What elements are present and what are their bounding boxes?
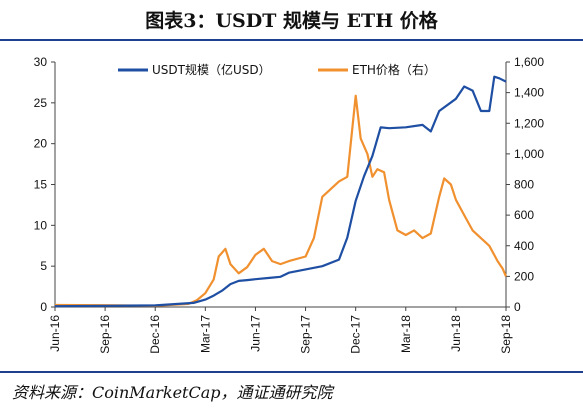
source-note: 资料来源：CoinMarketCap，通证通研究院 — [12, 383, 333, 402]
y-left-tick-label: 20 — [34, 137, 48, 151]
title-rule-top — [0, 39, 583, 41]
x-tick-label: Jun-18 — [449, 315, 463, 352]
y-right-tick-label: 200 — [514, 269, 534, 283]
eth-price-line — [54, 94, 508, 307]
y-right-tick-label: 600 — [514, 208, 534, 222]
y-left-tick-label: 5 — [40, 259, 47, 273]
x-tick-label: Sep-16 — [98, 315, 112, 354]
y-left-tick-label: 30 — [34, 55, 48, 69]
y-right-tick-label: 400 — [514, 239, 534, 253]
y-left-tick-label: 25 — [34, 96, 48, 110]
y-right-tick-label: 1,600 — [514, 55, 544, 69]
y-left-tick-label: 15 — [34, 178, 48, 192]
y-right-tick-label: 0 — [514, 300, 521, 314]
y-right-tick-label: 1,400 — [514, 86, 544, 100]
y-left-tick-label: 0 — [40, 300, 47, 314]
legend-usdt-label: USDT规模（亿USD） — [152, 62, 271, 77]
x-tick-label: Jun-16 — [48, 315, 62, 352]
chart-title: 图表3：USDT 规模与 ETH 价格 — [145, 10, 438, 32]
x-tick-label: Dec-16 — [148, 315, 162, 354]
legend-eth-label: ETH价格（右） — [352, 62, 436, 77]
y-right-tick-label: 800 — [514, 178, 534, 192]
x-tick-label: Mar-18 — [399, 315, 413, 353]
x-tick-label: Dec-17 — [349, 315, 363, 354]
x-tick-label: Jun-17 — [248, 315, 262, 352]
x-tick-label: Sep-18 — [499, 315, 513, 354]
title-rule-bottom — [0, 371, 583, 373]
usdt-size-line — [54, 75, 507, 308]
y-right-tick-label: 1,200 — [514, 116, 544, 130]
x-tick-label: Mar-17 — [198, 315, 212, 353]
y-right-tick-label: 1,000 — [514, 147, 544, 161]
y-left-tick-label: 10 — [34, 218, 48, 232]
x-tick-label: Sep-17 — [299, 315, 313, 354]
